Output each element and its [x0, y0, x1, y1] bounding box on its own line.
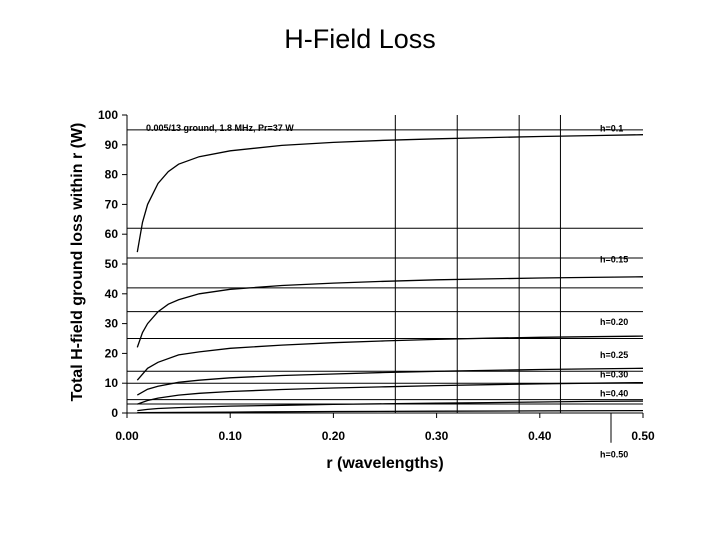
y-tick-label: 80 [105, 168, 119, 182]
y-tick-label: 0 [111, 406, 118, 420]
series-line-6 [137, 409, 644, 414]
series-lines [136, 134, 644, 414]
series-label: h=0.20 [600, 317, 628, 327]
series-label: h=0.1 [600, 123, 623, 133]
x-tick-label: 0.30 [425, 429, 449, 443]
series-label: h=0.40 [600, 389, 628, 399]
series-label: h=0.15 [600, 255, 628, 265]
grid-lines [127, 115, 643, 413]
y-tick-label: 10 [105, 376, 119, 390]
series-label: h=0.50 [600, 450, 628, 460]
x-tick-label: 0.20 [322, 429, 346, 443]
x-tick-label: 0.50 [631, 429, 655, 443]
chart-annotation: 0.005/13 ground, 1.8 MHz, Pr=37 W [146, 123, 294, 133]
axes [126, 115, 643, 414]
x-axis-title: r (wavelengths) [326, 455, 443, 472]
series-labels: h=0.1 h=0.15 h=0.20 h=0.25 h=0.30 h=0.40 h=0.5… [600, 123, 628, 459]
series-label: h=0.25 [600, 350, 628, 360]
chart-title: H-Field Loss [284, 24, 436, 54]
series-line-2 [136, 335, 644, 381]
series-line-0 [136, 134, 644, 253]
y-tick-label: 100 [98, 108, 118, 122]
y-tick-label: 70 [105, 197, 119, 211]
x-tick-label: 0.10 [219, 429, 243, 443]
series-label: h=0.30 [600, 369, 628, 379]
y-tick-label: 50 [105, 257, 119, 271]
series-line-1 [136, 276, 644, 348]
x-tick-label: 0.40 [528, 429, 552, 443]
x-tick-label: 0.00 [115, 429, 139, 443]
y-tick-label: 90 [105, 138, 119, 152]
tick-labels: 0 10 20 30 40 50 60 70 80 90 100 0.00 0.10 0.20 0.30 0.… [98, 108, 655, 443]
y-tick-label: 60 [105, 227, 119, 241]
y-tick-label: 20 [105, 346, 119, 360]
series-line-5 [137, 400, 644, 412]
y-tick-label: 40 [105, 287, 119, 301]
y-tick-label: 30 [105, 317, 119, 331]
series-line-3 [136, 367, 644, 396]
y-axis-title: Total H-field ground loss within r (W) [69, 123, 86, 402]
series-line-4 [137, 381, 644, 405]
